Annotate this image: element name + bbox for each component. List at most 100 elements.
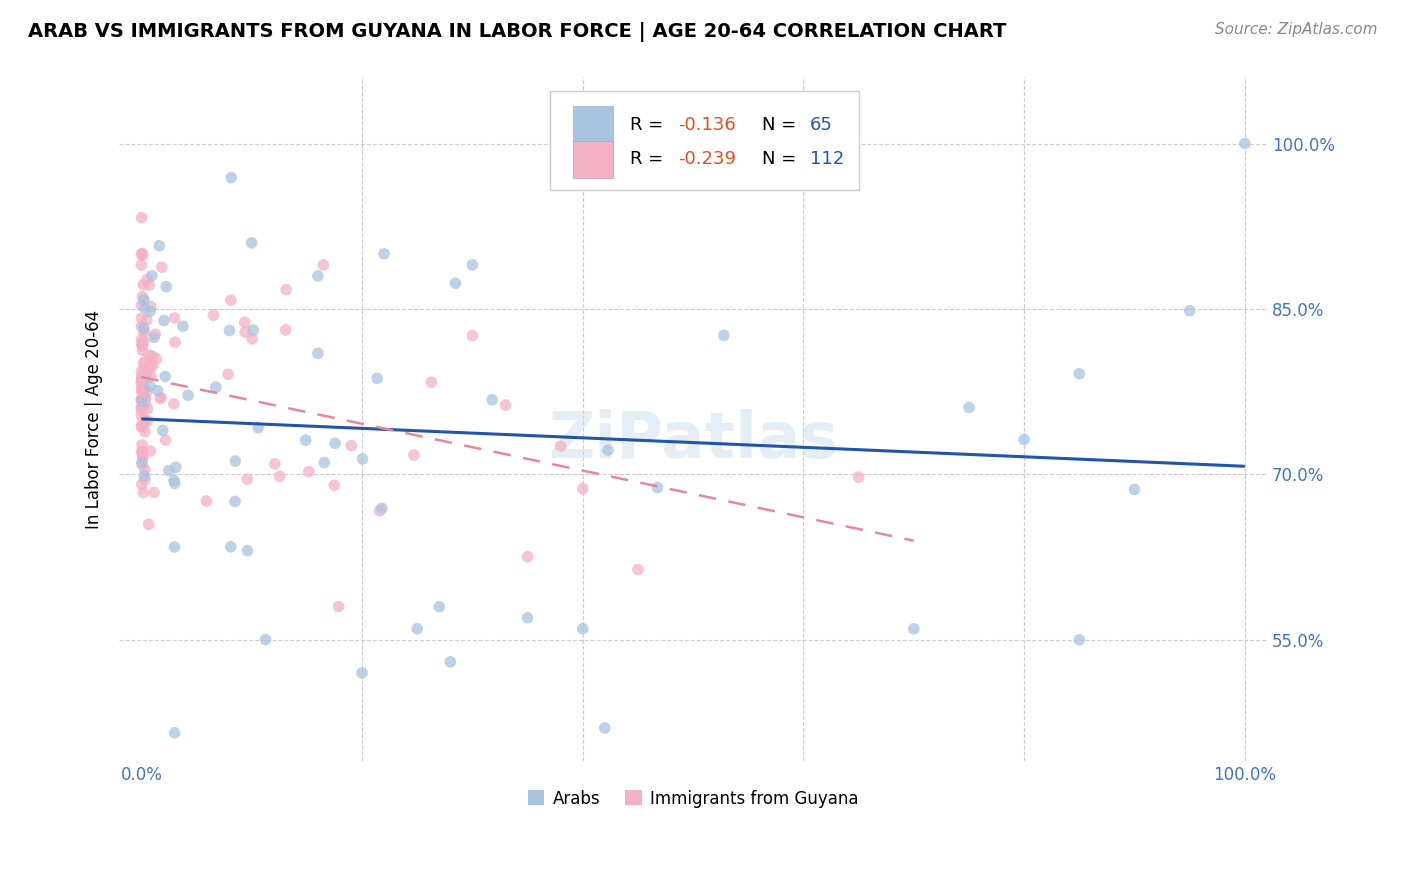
Point bbox=[274, 323, 297, 337]
Point bbox=[131, 418, 153, 433]
Point bbox=[132, 277, 155, 292]
Point bbox=[135, 384, 157, 399]
Point bbox=[1123, 483, 1146, 497]
Point bbox=[224, 494, 246, 508]
Point bbox=[233, 325, 256, 339]
Point bbox=[254, 632, 277, 647]
Point bbox=[352, 451, 374, 466]
Point bbox=[134, 301, 156, 315]
Point bbox=[136, 273, 159, 287]
Point bbox=[236, 472, 259, 486]
Point bbox=[406, 622, 429, 636]
Point bbox=[1178, 303, 1201, 318]
Point bbox=[647, 481, 669, 495]
Point bbox=[131, 392, 153, 406]
Point bbox=[141, 268, 163, 283]
Point bbox=[134, 472, 156, 486]
Point bbox=[131, 444, 153, 458]
Point bbox=[328, 599, 350, 614]
Point bbox=[132, 380, 155, 394]
Point bbox=[148, 238, 170, 252]
Point bbox=[957, 401, 980, 415]
FancyBboxPatch shape bbox=[572, 106, 613, 145]
Point bbox=[138, 278, 160, 293]
Point bbox=[134, 369, 156, 384]
Point bbox=[307, 268, 329, 283]
Text: Source: ZipAtlas.com: Source: ZipAtlas.com bbox=[1215, 22, 1378, 37]
Point bbox=[149, 391, 172, 405]
Point bbox=[323, 478, 346, 492]
Point bbox=[131, 381, 153, 395]
Point bbox=[571, 622, 593, 636]
Point bbox=[131, 409, 153, 423]
Point bbox=[131, 393, 153, 408]
Point bbox=[131, 339, 153, 353]
Y-axis label: In Labor Force | Age 20-64: In Labor Force | Age 20-64 bbox=[86, 310, 103, 529]
Point bbox=[139, 300, 162, 314]
Point bbox=[444, 277, 467, 291]
Point bbox=[177, 388, 200, 402]
Point bbox=[131, 337, 153, 351]
Point bbox=[242, 323, 264, 337]
Point bbox=[131, 458, 153, 472]
Point bbox=[134, 355, 156, 369]
Point bbox=[163, 310, 186, 325]
Point bbox=[269, 469, 291, 483]
Point bbox=[366, 371, 388, 385]
Point bbox=[1012, 433, 1035, 447]
Point bbox=[571, 482, 593, 496]
Point bbox=[131, 248, 153, 262]
Point bbox=[461, 258, 484, 272]
Point bbox=[132, 325, 155, 339]
Point bbox=[294, 433, 316, 447]
Text: N =: N = bbox=[762, 116, 801, 135]
Point bbox=[134, 392, 156, 407]
Point bbox=[420, 376, 443, 390]
Point bbox=[132, 485, 155, 500]
Point bbox=[461, 328, 484, 343]
Point bbox=[713, 328, 735, 343]
Point bbox=[135, 313, 157, 327]
Point bbox=[373, 247, 395, 261]
Point bbox=[131, 290, 153, 304]
Point bbox=[596, 443, 619, 458]
Point bbox=[402, 448, 425, 462]
Point bbox=[172, 319, 194, 334]
Point bbox=[593, 721, 616, 735]
Point bbox=[131, 393, 153, 408]
Point bbox=[131, 373, 153, 387]
Point bbox=[368, 504, 391, 518]
Point bbox=[219, 540, 242, 554]
Point bbox=[205, 380, 228, 394]
Point bbox=[134, 413, 156, 427]
Point bbox=[134, 425, 156, 439]
Point bbox=[165, 460, 187, 475]
Text: -0.239: -0.239 bbox=[678, 151, 737, 169]
Text: ARAB VS IMMIGRANTS FROM GUYANA IN LABOR FORCE | AGE 20-64 CORRELATION CHART: ARAB VS IMMIGRANTS FROM GUYANA IN LABOR … bbox=[28, 22, 1007, 42]
Text: R =: R = bbox=[630, 151, 669, 169]
Legend: Arabs, Immigrants from Guyana: Arabs, Immigrants from Guyana bbox=[520, 783, 865, 814]
Point bbox=[134, 463, 156, 477]
Point bbox=[217, 368, 239, 382]
Point bbox=[240, 235, 263, 250]
Point bbox=[131, 394, 153, 409]
Point bbox=[247, 421, 270, 435]
Point bbox=[1069, 632, 1091, 647]
Point bbox=[848, 470, 870, 484]
Point bbox=[135, 365, 157, 379]
Point bbox=[131, 332, 153, 346]
Point bbox=[132, 381, 155, 395]
Point bbox=[141, 359, 163, 374]
Point bbox=[132, 392, 155, 407]
Point bbox=[131, 401, 153, 415]
Point bbox=[138, 517, 160, 532]
Point bbox=[131, 455, 153, 469]
Point bbox=[276, 283, 298, 297]
Point bbox=[131, 402, 153, 417]
Point bbox=[131, 420, 153, 434]
Point bbox=[495, 398, 517, 412]
Text: 112: 112 bbox=[810, 151, 845, 169]
Point bbox=[233, 315, 256, 329]
Text: -0.136: -0.136 bbox=[678, 116, 735, 135]
Point bbox=[163, 476, 186, 491]
